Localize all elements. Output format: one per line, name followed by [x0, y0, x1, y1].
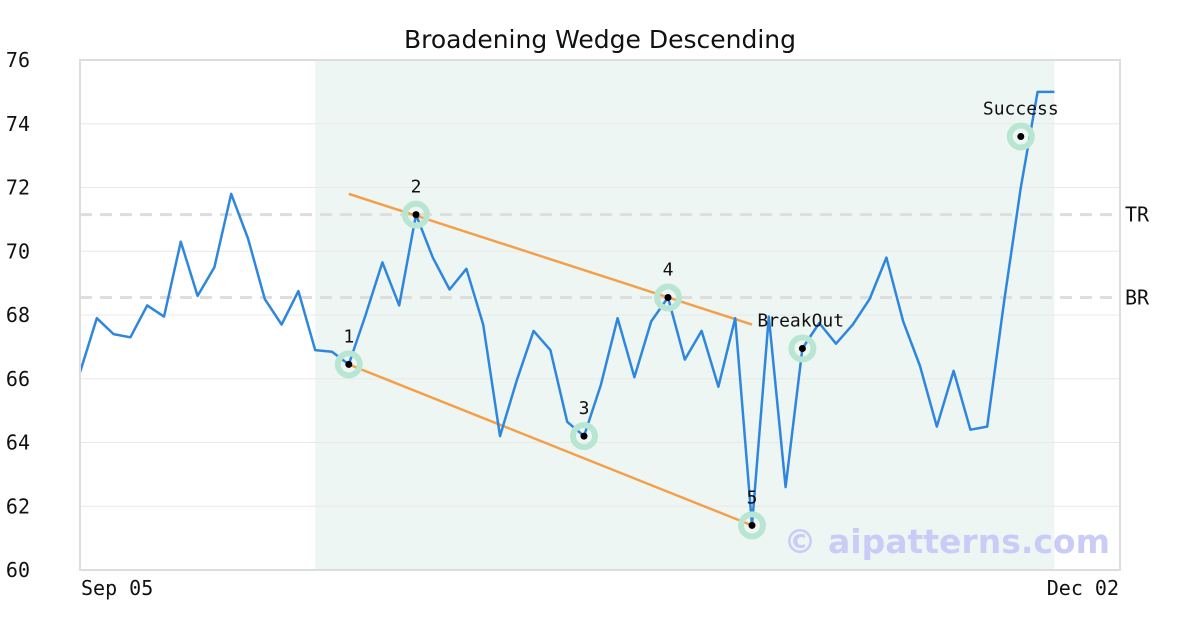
y-tick-label: 76 [6, 48, 30, 72]
marker-dot [748, 521, 756, 529]
y-tick-label: 62 [6, 494, 30, 518]
y-tick-label: 60 [6, 558, 30, 582]
annotation-label: 4 [663, 259, 674, 280]
annotation-label: 1 [343, 326, 354, 347]
level-label: BR [1125, 285, 1150, 309]
plot-frame [79, 59, 1121, 571]
y-tick-label: 72 [6, 176, 30, 200]
y-tick-label: 70 [6, 239, 30, 263]
axes-layer: 60 62 64 66 68 70 72 74 76 Sep 05 Dec 02 [6, 48, 1119, 600]
y-tick-label: 74 [6, 112, 30, 136]
marker-dot [664, 293, 672, 301]
marker-dot [580, 432, 588, 440]
chart-title: Broadening Wedge Descending [404, 25, 796, 54]
marker-dot [412, 211, 420, 219]
marker-ring [334, 350, 363, 379]
watermark: © aipatterns.com [784, 522, 1110, 561]
marker-ring [570, 422, 598, 451]
y-tick-label: 68 [6, 303, 30, 327]
price-line [78, 90, 1055, 527]
price-layer [78, 90, 1055, 527]
annotation-label: Success [983, 99, 1059, 120]
marker-ring [654, 283, 682, 312]
levels-layer: TR BR [80, 203, 1150, 309]
annotation-label: 2 [411, 177, 422, 198]
marker-ring [402, 200, 430, 229]
y-tick-label: 64 [6, 431, 30, 455]
marker-ring [1006, 122, 1035, 151]
y-tick-label: 66 [6, 367, 30, 391]
level-label: TR [1125, 203, 1150, 227]
annotation-label: BreakOut [757, 310, 844, 331]
marker-dot [1017, 133, 1025, 140]
annotation-label: 5 [747, 487, 758, 508]
x-tick-label: Dec 02 [1047, 576, 1119, 600]
marker-dot [345, 360, 353, 368]
markers-layer: 1 2 3 4 5 BreakOut Success [334, 99, 1059, 540]
marker-dot [798, 344, 806, 352]
annotation-label: 3 [579, 398, 590, 419]
marker-ring [788, 334, 817, 363]
x-tick-label: Sep 05 [81, 576, 153, 600]
marker-ring [738, 511, 766, 540]
grid-layer [80, 123, 1120, 507]
trendline [348, 363, 753, 527]
